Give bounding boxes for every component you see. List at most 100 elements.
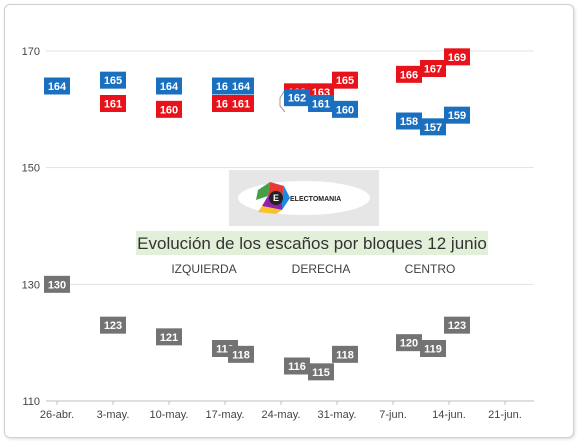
- data-label-derecha: 158: [396, 112, 422, 130]
- data-label-value: 159: [448, 110, 466, 122]
- data-label-value: 115: [312, 367, 330, 379]
- logo-text: ELECTOMANIA: [290, 196, 341, 203]
- data-label-value: 165: [336, 75, 354, 87]
- data-label-value: 161: [312, 99, 330, 111]
- data-label-box: [228, 77, 254, 95]
- data-label-izquierda: 166: [396, 65, 422, 83]
- data-label-box: [308, 363, 334, 381]
- data-label-box: [444, 48, 470, 66]
- x-tick-label: 7-jun.: [379, 409, 407, 421]
- data-label-value: 167: [424, 64, 442, 76]
- y-tick-label: 130: [22, 279, 40, 291]
- data-label-box: [332, 345, 358, 363]
- data-label-derecha: 164: [228, 77, 254, 95]
- data-label-box: [308, 95, 334, 112]
- data-label-value: 161: [104, 99, 122, 111]
- data-label-box: [44, 275, 70, 293]
- group-label-derecha: DERECHA: [292, 262, 351, 276]
- data-label-box: [420, 60, 446, 77]
- x-tick-label: 10-may.: [150, 409, 189, 421]
- data-label-value: 118: [336, 349, 354, 361]
- data-label-box: [100, 316, 126, 334]
- data-label-box: [228, 345, 254, 363]
- gridlines: [46, 50, 534, 402]
- data-label-izquierda: 161: [228, 95, 254, 112]
- group-label-izquierda: IZQUIERDA: [171, 262, 236, 276]
- data-label-centro: 116: [284, 357, 310, 375]
- data-label-value: 120: [400, 338, 418, 350]
- data-label-box: [332, 71, 358, 89]
- y-tick-label: 170: [22, 46, 40, 58]
- logo-letter: E: [273, 193, 279, 203]
- data-label-value: 123: [448, 320, 466, 332]
- data-label-value: 118: [232, 349, 250, 361]
- data-label-box: [44, 77, 70, 95]
- chart-title-box: Evolución de los escaños por bloques 12 …: [136, 231, 488, 255]
- data-label-centro: 120: [396, 334, 422, 352]
- x-tick-label: 31-may.: [318, 409, 357, 421]
- data-label-value: 164: [160, 81, 179, 93]
- data-label-value: 158: [400, 116, 418, 128]
- data-label-izquierda: 161: [100, 95, 126, 112]
- y-axis-ticks: 110 130 150 170: [22, 46, 40, 408]
- title-background: [136, 231, 488, 255]
- data-label-box: [228, 95, 254, 112]
- data-label-value: 166: [400, 69, 418, 81]
- data-label-value: 160: [160, 104, 178, 116]
- data-label-box: [156, 77, 182, 95]
- data-label-value: 130: [48, 279, 66, 291]
- data-label-derecha: 157: [420, 118, 446, 136]
- data-label-box: [396, 65, 422, 83]
- data-label-box: [396, 334, 422, 352]
- data-label-centro: 118: [332, 345, 358, 363]
- data-label-derecha: 160: [332, 100, 358, 118]
- data-label-value: 165: [104, 75, 122, 87]
- y-tick-label: 110: [22, 396, 40, 408]
- group-label-centro: CENTRO: [405, 262, 456, 276]
- x-tick-label: 14-jun.: [432, 409, 466, 421]
- data-label-box: [396, 112, 422, 130]
- data-label-derecha: 161: [308, 95, 334, 112]
- data-label-box: [156, 100, 182, 118]
- data-label-value: 121: [160, 332, 178, 344]
- chart-title: Evolución de los escaños por bloques 12 …: [137, 234, 487, 253]
- x-tick-label: 24-may.: [262, 409, 301, 421]
- x-tick-label: 26-abr.: [40, 409, 74, 421]
- data-label-centro: 123: [100, 316, 126, 334]
- callout-bracket: [279, 89, 286, 113]
- data-label-centro: 115: [308, 363, 334, 381]
- x-tick-label: 17-may.: [206, 409, 245, 421]
- data-label-centro: 130: [44, 275, 70, 293]
- data-label-izquierda: 167: [420, 60, 446, 77]
- data-labels: 1611601611611631631651661671691641651641…: [44, 48, 470, 381]
- data-label-centro: 123: [444, 316, 470, 334]
- logo: E ELECTOMANIA: [229, 170, 379, 226]
- logo-mark-icon: [256, 182, 290, 214]
- data-label-izquierda: 165: [332, 71, 358, 89]
- data-label-izquierda: 160: [156, 100, 182, 118]
- data-label-centro: 121: [156, 328, 182, 346]
- data-label-box: [156, 328, 182, 346]
- data-label-centro: 118: [228, 345, 254, 363]
- data-label-box: [284, 357, 310, 375]
- data-label-value: 164: [232, 81, 251, 93]
- data-label-derecha: 164: [156, 77, 182, 95]
- data-label-box: [332, 100, 358, 118]
- data-label-value: 164: [48, 81, 67, 93]
- data-label-box: [284, 89, 310, 107]
- data-label-izquierda: 169: [444, 48, 470, 66]
- data-label-box: [100, 95, 126, 112]
- x-tick-label: 3-may.: [97, 409, 130, 421]
- data-label-derecha: 159: [444, 106, 470, 124]
- data-label-value: 157: [424, 122, 442, 134]
- data-label-box: [444, 316, 470, 334]
- data-label-centro: 119: [420, 340, 446, 357]
- data-label-value: 169: [448, 52, 466, 64]
- data-label-value: 116: [288, 361, 306, 373]
- data-label-derecha: 162: [284, 89, 310, 107]
- data-label-value: 123: [104, 320, 122, 332]
- data-label-box: [420, 340, 446, 357]
- data-label-derecha: 164: [44, 77, 70, 95]
- data-label-value: 161: [232, 99, 250, 111]
- data-label-value: 162: [288, 93, 306, 105]
